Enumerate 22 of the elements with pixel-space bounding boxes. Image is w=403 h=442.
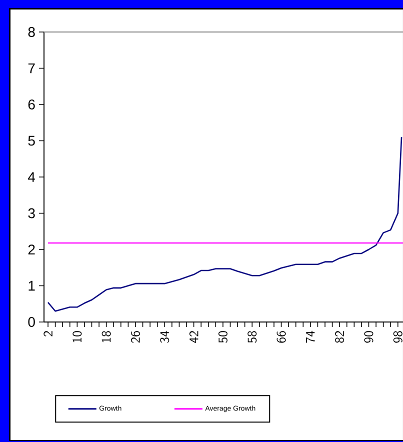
y-tick-label: 3 (28, 208, 35, 218)
x-tick-label: 58 (248, 331, 257, 343)
x-tick-label: 98 (393, 331, 402, 343)
x-tick-label: 90 (364, 331, 374, 343)
y-tick-label: 4 (28, 172, 36, 182)
x-tick-label: 2 (44, 331, 52, 336)
y-tick-label: 5 (28, 136, 35, 146)
x-tick-label: 74 (306, 330, 315, 343)
y-tick-label: 6 (28, 100, 35, 110)
y-tick-label: 1 (28, 280, 35, 291)
x-tick-label: 10 (72, 331, 82, 342)
y-tick-label: 0 (28, 317, 35, 327)
x-tick-label: 26 (130, 331, 140, 343)
y-tick-label: 8 (28, 27, 35, 37)
x-tick-label: 18 (102, 331, 111, 342)
x-tick-label: 42 (189, 331, 198, 343)
y-tick-label: 2 (28, 244, 35, 254)
x-tick-label: 82 (335, 331, 344, 343)
y-tick-label: 7 (28, 63, 35, 74)
x-tick-label: 66 (276, 331, 286, 343)
x-tick-label: 34 (160, 330, 170, 343)
x-tick-label: 50 (218, 331, 228, 343)
